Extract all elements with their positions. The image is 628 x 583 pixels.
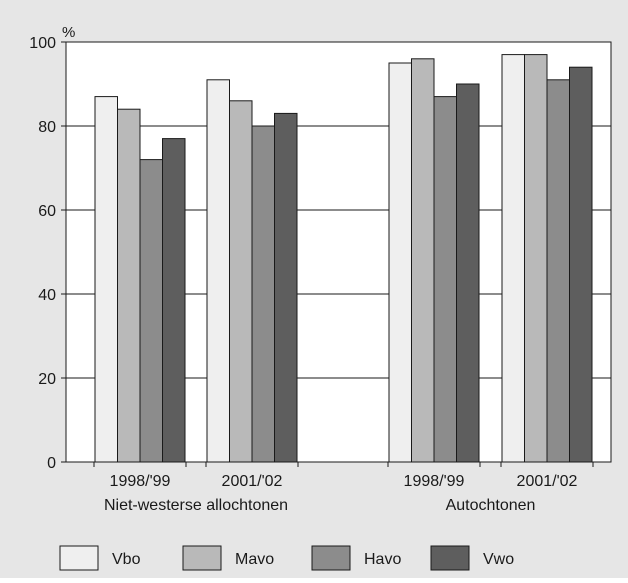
x-period-label: 2001/'02 [222,473,283,490]
bar-vwo [456,83,480,463]
bar-mavo [117,108,141,463]
y-tick-label: 20 [38,371,56,388]
y-tick-label: 80 [38,119,56,136]
y-axis: 0 20 40 60 80 100 [29,35,66,472]
x-group-label: Niet-westerse allochtonen [104,497,288,514]
bar-vbo [206,79,230,463]
bar-mavo [229,100,253,463]
bar-mavo [411,58,435,463]
legend-swatch-havo [311,545,351,571]
x-axis: 1998/'99 2001/'02 Niet-westerse allochtone… [93,462,594,514]
x-period-label: 2001/'02 [517,473,578,490]
bar-vbo [388,62,412,463]
y-tick-label: 60 [38,203,56,220]
bar-havo [251,125,275,463]
x-period-label: 1998/'99 [110,473,171,490]
legend-label-havo: Havo [364,551,401,568]
x-period-label: 1998/'99 [404,473,465,490]
legend-swatch-vwo [430,545,470,571]
legend-label-vwo: Vwo [483,551,514,568]
bar-vwo [569,66,593,463]
bars [94,54,593,463]
legend-label-vbo: Vbo [112,551,141,568]
y-tick-label: 40 [38,287,56,304]
bar-havo [139,159,163,463]
bar-mavo [524,54,548,463]
y-tick-label: 0 [47,455,56,472]
bar-havo [546,79,570,463]
y-unit-label: % [62,24,75,41]
y-tick-label: 100 [29,35,56,52]
bar-vwo [274,112,298,463]
legend-swatch-vbo [59,545,99,571]
bar-havo [433,96,457,463]
legend: Vbo Mavo Havo Vwo [59,545,514,571]
x-group-label: Autochtonen [446,497,536,514]
bar-vbo [94,96,118,463]
legend-swatch-mavo [182,545,222,571]
bar-vbo [501,54,525,463]
legend-label-mavo: Mavo [235,551,274,568]
bar-vwo [162,138,186,463]
